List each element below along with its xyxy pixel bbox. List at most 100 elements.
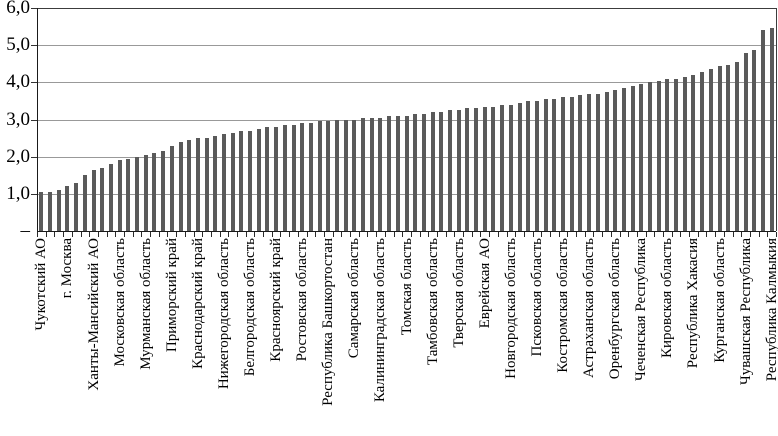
x-tick (350, 232, 351, 237)
bar (291, 125, 296, 231)
x-tick (132, 232, 134, 237)
bar (691, 74, 696, 231)
bar (613, 89, 618, 231)
bar (534, 100, 539, 231)
bar (482, 106, 487, 231)
bar (465, 108, 470, 231)
x-axis-label: Чукотский АО (33, 238, 50, 331)
x-tick (176, 232, 178, 237)
bar (178, 141, 183, 231)
x-tick (758, 232, 760, 237)
bar (526, 100, 531, 231)
x-tick (106, 232, 108, 237)
x-tick (636, 232, 638, 237)
bar (378, 117, 383, 231)
x-tick (654, 232, 656, 237)
x-tick (263, 232, 264, 237)
y-tick (31, 193, 37, 195)
bar (39, 192, 44, 231)
x-tick (97, 232, 99, 237)
x-tick (158, 232, 160, 237)
x-tick (645, 232, 647, 237)
x-tick (767, 232, 769, 237)
x-tick (497, 232, 499, 237)
y-axis (37, 8, 38, 231)
x-tick (619, 232, 621, 237)
x-axis-label: г. Москва (59, 238, 76, 299)
x-tick (689, 232, 691, 237)
x-tick (663, 232, 664, 237)
x-tick (193, 232, 195, 237)
x-tick (80, 232, 82, 237)
bar (82, 175, 87, 232)
x-tick (228, 232, 230, 237)
x-tick (376, 232, 378, 237)
x-axis-label: Курганская область (711, 238, 728, 363)
bar (117, 160, 122, 231)
bar (647, 82, 652, 231)
y-axis-label: 1,0 (6, 182, 30, 204)
bar (248, 130, 252, 231)
x-axis-label: Мурманская область (137, 238, 154, 370)
bar (743, 53, 748, 231)
bar (439, 112, 444, 231)
bar (413, 113, 418, 231)
bar (682, 76, 687, 231)
bar (108, 164, 113, 231)
x-tick (436, 232, 438, 237)
x-tick (237, 232, 238, 237)
bar (239, 130, 244, 231)
y-axis-label: 3,0 (6, 108, 30, 130)
bar (387, 115, 392, 231)
x-tick (602, 232, 604, 237)
bar (100, 167, 105, 231)
x-axis-label: Белгородская область (242, 238, 258, 377)
x-tick (210, 232, 212, 237)
x-tick (489, 232, 491, 237)
x-tick (150, 232, 151, 237)
bar (352, 119, 357, 231)
x-tick (584, 232, 586, 237)
x-axis-label: Республика Калмыкия (763, 238, 778, 382)
x-tick (445, 232, 447, 237)
bar (656, 80, 661, 231)
bar (604, 91, 609, 231)
y-tick (31, 82, 37, 84)
bar (561, 97, 565, 231)
x-tick (332, 232, 334, 237)
x-tick (63, 232, 65, 237)
bar (543, 99, 548, 231)
x-tick (271, 232, 273, 237)
x-axis-label: Тверская область (450, 238, 467, 348)
bar (717, 66, 722, 231)
x-tick (419, 232, 421, 237)
bar (56, 190, 61, 231)
bar (204, 138, 209, 231)
x-tick (280, 232, 282, 237)
x-tick (749, 232, 751, 237)
bar (143, 154, 148, 231)
x-tick (706, 232, 708, 237)
y-axis-label: – (20, 220, 31, 241)
bar (734, 61, 739, 231)
x-tick (45, 232, 47, 237)
x-axis-label: Ростовская область (294, 238, 311, 362)
right-border (776, 8, 777, 231)
x-tick (480, 232, 482, 237)
bar (769, 28, 774, 231)
x-tick (219, 232, 221, 237)
x-tick (402, 232, 404, 237)
x-tick (71, 232, 73, 237)
bar (708, 69, 713, 231)
bar (726, 65, 731, 231)
gridline (37, 45, 776, 47)
x-tick (167, 232, 169, 237)
x-tick (297, 232, 299, 237)
bar (195, 138, 200, 231)
bar (300, 123, 305, 231)
x-tick (54, 232, 56, 237)
bar (91, 169, 96, 231)
gridline (37, 82, 776, 84)
x-tick (541, 232, 543, 237)
